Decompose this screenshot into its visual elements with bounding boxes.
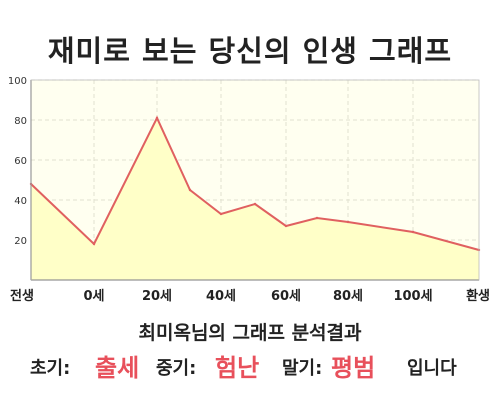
data-point	[284, 224, 288, 228]
x-tick-label: 80세	[333, 289, 363, 304]
x-tick-label: 20세	[142, 289, 172, 304]
analysis-title: 최미옥님의 그래프 분석결과	[138, 322, 362, 344]
plot-border	[30, 79, 480, 281]
series-area-fill	[31, 118, 479, 280]
mid-result: 험난	[215, 354, 260, 382]
early-result: 출세	[95, 354, 140, 382]
x-tick-label: 40세	[206, 289, 236, 304]
late-result: 평범	[331, 354, 376, 382]
data-point	[219, 212, 223, 216]
data-point	[253, 202, 257, 206]
early-label: 초기:	[30, 358, 71, 379]
x-tick-label: 전생	[10, 288, 34, 304]
y-tick-label: 40	[14, 196, 27, 207]
data-point	[155, 116, 159, 120]
data-point	[315, 216, 319, 220]
x-tick-label: 0세	[83, 289, 104, 304]
data-point	[92, 242, 96, 246]
page-title: 재미로 보는 당신의 인생 그래프	[47, 34, 453, 68]
data-point	[346, 220, 350, 224]
x-tick-label: 60세	[271, 289, 301, 304]
data-point	[188, 188, 192, 192]
x-tick-label: 환생	[466, 288, 490, 304]
x-tick-labels: 전생 0세 20세 40세 60세 80세 100세 환생	[10, 288, 490, 304]
x-tick-label: 100세	[393, 289, 432, 304]
data-point	[411, 230, 415, 234]
y-tick-label: 20	[14, 236, 27, 247]
late-label: 말기:	[282, 358, 323, 379]
result-suffix: 입니다	[407, 358, 457, 379]
mid-label: 중기:	[156, 358, 197, 379]
analysis-summary: 초기: 출세 중기: 험난 말기: 평범 입니다	[0, 345, 500, 385]
y-tick-labels: 20 40 60 80 100	[8, 76, 27, 247]
y-tick-label: 60	[14, 156, 27, 167]
y-tick-label: 100	[8, 76, 27, 87]
y-tick-label: 80	[14, 116, 27, 127]
